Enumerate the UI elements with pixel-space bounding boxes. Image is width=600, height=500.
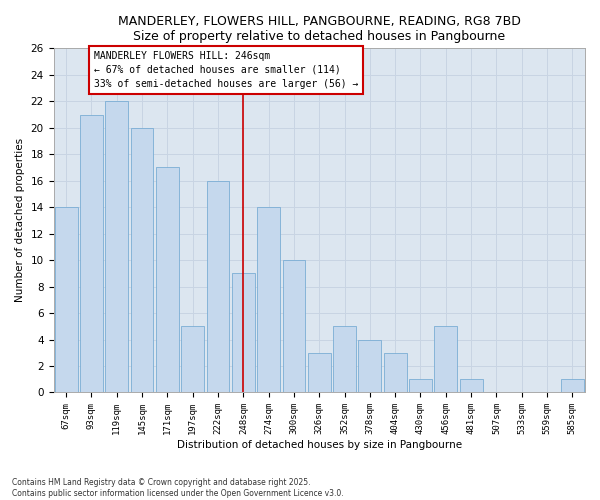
Bar bbox=[409, 379, 432, 392]
Bar bbox=[283, 260, 305, 392]
Bar bbox=[181, 326, 204, 392]
Text: Contains HM Land Registry data © Crown copyright and database right 2025.
Contai: Contains HM Land Registry data © Crown c… bbox=[12, 478, 344, 498]
Bar bbox=[206, 180, 229, 392]
Bar bbox=[257, 207, 280, 392]
Bar bbox=[384, 353, 407, 393]
Bar bbox=[460, 379, 482, 392]
Title: MANDERLEY, FLOWERS HILL, PANGBOURNE, READING, RG8 7BD
Size of property relative : MANDERLEY, FLOWERS HILL, PANGBOURNE, REA… bbox=[118, 15, 521, 43]
Bar bbox=[156, 168, 179, 392]
Bar bbox=[55, 207, 77, 392]
Text: MANDERLEY FLOWERS HILL: 246sqm
← 67% of detached houses are smaller (114)
33% of: MANDERLEY FLOWERS HILL: 246sqm ← 67% of … bbox=[94, 51, 358, 89]
Bar bbox=[131, 128, 154, 392]
Y-axis label: Number of detached properties: Number of detached properties bbox=[15, 138, 25, 302]
X-axis label: Distribution of detached houses by size in Pangbourne: Distribution of detached houses by size … bbox=[177, 440, 462, 450]
Bar bbox=[106, 102, 128, 393]
Bar bbox=[358, 340, 381, 392]
Bar bbox=[333, 326, 356, 392]
Bar bbox=[308, 353, 331, 393]
Bar bbox=[232, 274, 255, 392]
Bar bbox=[80, 114, 103, 392]
Bar bbox=[561, 379, 584, 392]
Bar bbox=[434, 326, 457, 392]
